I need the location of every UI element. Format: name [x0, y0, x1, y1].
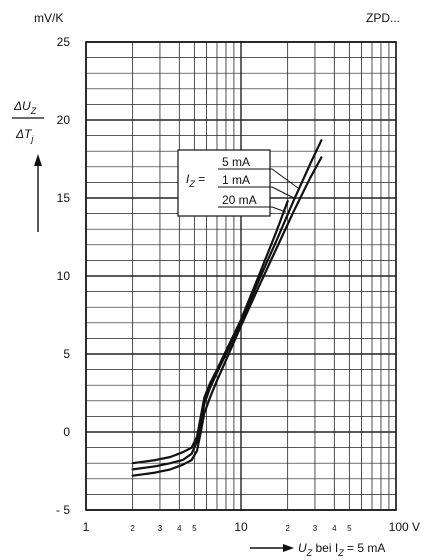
chart-title: ZPD...	[366, 11, 400, 25]
plot-frame	[85, 41, 397, 511]
x-minor-tick-label: 2	[130, 524, 135, 533]
grid-layer	[85, 41, 397, 511]
series-line-20-ma	[131, 200, 289, 465]
x-minor-tick-label: 4	[177, 524, 182, 533]
y-tick-label: 15	[57, 191, 71, 205]
x-minor-tick-label: 3	[313, 524, 318, 533]
legend-leader-line	[271, 186, 295, 199]
x-unit-label: 100 V	[389, 520, 420, 534]
x-axis-label: UZ bei IZ = 5 mA	[298, 541, 385, 558]
y-tick-label: 10	[57, 269, 71, 283]
x-axis-arrow-head	[283, 544, 294, 552]
legend-entry: 5 mA	[222, 155, 250, 169]
series-layer	[131, 139, 323, 477]
legend-leader-line	[271, 168, 299, 189]
labels-layer: - 5 0 5 10 15 20 25 1 10 2 3 4 5 2 3 4 5 100 V mV/K ZPD... Δ…	[12, 11, 420, 558]
y-unit-label: mV/K	[34, 11, 63, 25]
series-line-1-ma	[131, 139, 323, 471]
y-tick-label: - 5	[56, 503, 70, 517]
y-axis-arrow-head	[34, 154, 42, 166]
legend-prefix: IZ =	[186, 172, 205, 189]
x-minor-tick-label: 2	[285, 524, 290, 533]
y-tick-label: 0	[63, 425, 70, 439]
legend: IZ = 5 mA 1 mA 20 mA	[177, 149, 299, 217]
legend-entry: 1 mA	[222, 173, 250, 187]
y-tick-label: 5	[63, 347, 70, 361]
y-tick-label: 25	[57, 35, 71, 49]
y-label-numerator: ΔUZ	[13, 99, 37, 116]
x-tick-label: 1	[83, 520, 90, 534]
y-label-denominator: ΔTj	[15, 127, 34, 144]
series-line-5-ma	[131, 156, 323, 477]
x-minor-tick-label: 3	[158, 524, 163, 533]
x-tick-label: 10	[234, 520, 248, 534]
x-minor-tick-label: 5	[347, 524, 352, 533]
legend-box	[177, 149, 271, 217]
y-tick-label: 20	[57, 113, 71, 127]
x-minor-tick-label: 5	[192, 524, 197, 533]
legend-entry: 20 mA	[222, 193, 257, 207]
x-minor-tick-label: 4	[332, 524, 337, 533]
legend-leader-line	[271, 206, 287, 213]
